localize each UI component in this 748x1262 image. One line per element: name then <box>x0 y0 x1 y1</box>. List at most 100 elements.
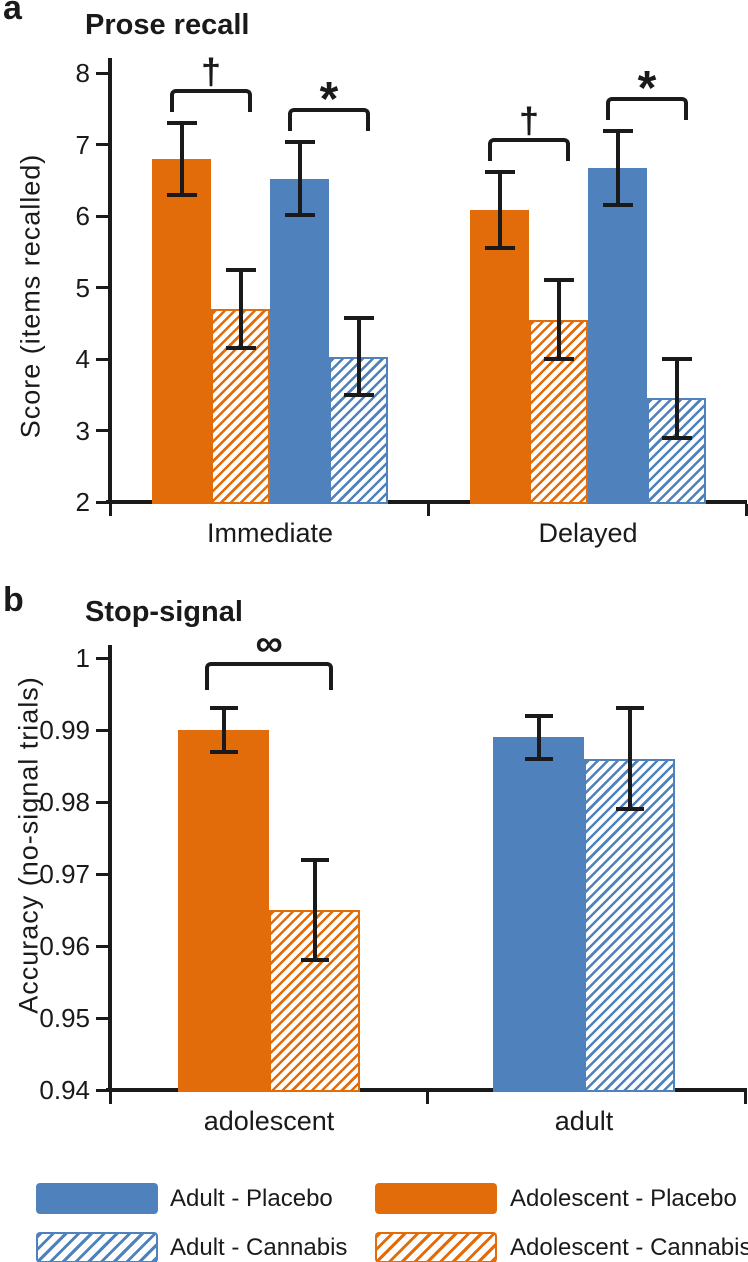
panel-a-bar-delayed-adolescent-placebo-error-cap-top <box>484 170 515 175</box>
panel-b-y-tick-0-96 <box>96 944 108 948</box>
panel-b-bar-adult-adult-placebo-error-cap-top <box>524 713 553 718</box>
panel-a-sig-symbol-2: † <box>518 100 540 142</box>
panel-a-y-tick-7 <box>96 143 108 146</box>
panel-b-y-tick-0-99 <box>96 728 108 732</box>
legend-label-adolescent-placebo: Adolescent - Placebo <box>510 1185 737 1212</box>
panel-b-title: Stop-signal <box>85 596 243 628</box>
panel-b-y-tick-label-1: 1 <box>75 643 90 673</box>
panel-a-y-tick-2 <box>96 500 108 504</box>
panel-b-y-tick-label-0-97: 0.97 <box>39 859 90 889</box>
panel-b-bar-adult-adult-placebo <box>493 737 584 1092</box>
legend-swatch-adolescent-placebo <box>375 1183 497 1214</box>
panel-b-y-tick-0-97 <box>96 872 108 876</box>
panel-b-y-tick-label-0-94: 0.94 <box>39 1075 90 1105</box>
panel-a-y-tick-3 <box>96 429 108 432</box>
legend-label-adult-placebo: Adult - Placebo <box>170 1185 333 1212</box>
panel-b-bar-adult-adult-cannabis-error-cap-top <box>615 706 644 711</box>
panel-a-bar-immediate-adolescent-placebo-error-bar <box>179 123 184 195</box>
panel-a-y-tick-label-4: 4 <box>75 344 90 374</box>
panel-b-y-tick-0-98 <box>96 800 108 804</box>
panel-b-bar-adolescent-adolescent-cannabis-error-cap-bottom <box>300 958 329 963</box>
panel-a-bar-immediate-adult-cannabis-error-bar <box>356 318 361 396</box>
panel-b-x-tick-1 <box>425 1092 429 1104</box>
panel-a-y-tick-8 <box>96 71 108 75</box>
panel-b-x-category-label-adult: adult <box>554 1106 614 1136</box>
panel-a-x-tick-1 <box>426 504 430 516</box>
panel-a-x-tick-2 <box>744 504 748 516</box>
panel-b-x-axis-line <box>106 1088 747 1092</box>
panel-a-sig-bracket-1 <box>287 108 371 132</box>
panel-a-bar-delayed-adult-placebo-error-bar <box>615 130 620 206</box>
legend-label-adolescent-cannabis: Adolescent - Cannabis <box>510 1234 748 1261</box>
panel-a-y-tick-label-5: 5 <box>75 272 90 303</box>
panel-b-bar-adolescent-adolescent-cannabis-error-cap-top <box>300 857 329 862</box>
panel-a-bar-immediate-adolescent-cannabis-error-cap-bottom <box>225 346 256 351</box>
panel-a-bar-delayed-adult-placebo-error-cap-bottom <box>602 203 633 208</box>
panel-b-x-tick-0 <box>108 1092 112 1104</box>
panel-b-bar-adolescent-adolescent-placebo-error-bar <box>221 708 226 752</box>
panel-a-y-tick-label-7: 7 <box>75 129 90 160</box>
panel-b-sig-bracket-0 <box>205 662 333 691</box>
panel-a-bar-delayed-adolescent-cannabis-error-cap-bottom <box>543 357 574 361</box>
panel-b-bar-adult-adult-cannabis-error-cap-bottom <box>615 807 644 812</box>
panel-a-bar-delayed-adolescent-cannabis-error-bar <box>556 280 561 359</box>
panel-b-bar-adult-adult-cannabis <box>584 758 675 1092</box>
panel-a-bar-delayed-adolescent-placebo <box>470 210 529 504</box>
panel-a-sig-bracket-0 <box>169 89 253 113</box>
panel-a-y-tick-4 <box>96 357 108 361</box>
panel-a-y-tick-5 <box>96 286 108 289</box>
panel-a-bar-immediate-adult-placebo-error-cap-top <box>284 140 315 145</box>
legend-swatch-adult-placebo <box>36 1183 158 1214</box>
panel-a-bar-delayed-adult-placebo-error-cap-top <box>602 128 633 133</box>
panel-a-bar-immediate-adolescent-placebo-error-cap-bottom <box>166 192 197 197</box>
panel-a-x-category-label-immediate: Immediate <box>206 518 334 548</box>
panel-a-bar-delayed-adolescent-placebo-error-bar <box>497 172 502 249</box>
panel-a-bar-immediate-adolescent-cannabis-error-bar <box>238 269 243 349</box>
panel-b-bar-adolescent-adolescent-placebo-error-cap-bottom <box>209 749 238 754</box>
panel-a-bar-immediate-adult-cannabis-error-cap-bottom <box>343 393 374 398</box>
panel-a-x-tick-0 <box>108 504 112 516</box>
panel-a-sig-bracket-3 <box>605 96 689 120</box>
panel-b-y-tick-label-0-96: 0.96 <box>39 931 90 961</box>
panel-b-bar-adult-adult-placebo-error-cap-bottom <box>524 756 553 761</box>
panel-a-bar-immediate-adult-placebo-error-bar <box>297 142 302 216</box>
panel-a-sig-symbol-1: * <box>319 73 339 127</box>
panel-a-bar-delayed-adolescent-placebo-error-cap-bottom <box>484 246 515 251</box>
panel-b-sig-symbol-0: ∞ <box>255 623 283 666</box>
panel-a-x-category-label-delayed: Delayed <box>538 518 638 548</box>
panel-a-bar-immediate-adolescent-placebo-error-cap-top <box>166 121 197 126</box>
panel-a-sig-bracket-2 <box>487 138 571 162</box>
panel-b-y-tick-label-0-99: 0.99 <box>39 715 90 745</box>
panel-b-x-tick-2 <box>743 1092 747 1104</box>
panel-a-y-tick-6 <box>96 214 108 218</box>
panel-b-y-axis-line <box>108 645 112 1092</box>
panel-a-sig-symbol-0: † <box>200 51 222 93</box>
panel-a-y-axis-line <box>108 58 112 504</box>
legend-swatch-adolescent-cannabis <box>375 1232 497 1262</box>
panel-a-y-tick-label-3: 3 <box>75 415 90 446</box>
panel-a-bar-delayed-adult-placebo <box>588 168 647 504</box>
panel-a-bar-immediate-adolescent-placebo <box>152 158 211 504</box>
panel-a-x-axis-line <box>106 500 747 504</box>
panel-b-bar-adolescent-adolescent-placebo <box>178 730 269 1092</box>
panel-b-bar-adult-adult-cannabis-error-bar <box>627 708 632 810</box>
panel-a-bar-immediate-adult-placebo <box>270 178 329 504</box>
panel-b-bar-adolescent-adolescent-placebo-error-cap-top <box>209 706 238 711</box>
panel-a-bar-delayed-adult-cannabis-error-cap-top <box>661 357 692 361</box>
panel-a-title: Prose recall <box>85 9 250 41</box>
panel-b-y-tick-label-0-95: 0.95 <box>39 1003 90 1033</box>
panel-a-y-tick-label-8: 8 <box>75 58 90 88</box>
panel-a-bar-delayed-adult-cannabis-error-cap-bottom <box>661 435 692 440</box>
panel-b-x-category-label-adolescent: adolescent <box>203 1106 335 1136</box>
panel-b-bar-adolescent-adolescent-cannabis-error-bar <box>312 859 317 961</box>
panel-a-sig-symbol-3: * <box>637 61 657 115</box>
panel-b-letter: b <box>3 581 24 619</box>
panel-a-y-tick-label-2: 2 <box>75 487 90 517</box>
panel-b-y-tick-label-0-98: 0.98 <box>39 787 90 817</box>
legend-label-adult-cannabis: Adult - Cannabis <box>170 1234 348 1261</box>
legend-swatch-adult-cannabis <box>36 1232 158 1262</box>
panel-b-y-tick-1 <box>96 656 108 660</box>
panel-b-bar-adolescent-adolescent-cannabis <box>269 910 360 1092</box>
panel-a-bar-immediate-adult-cannabis-error-cap-top <box>343 316 374 321</box>
